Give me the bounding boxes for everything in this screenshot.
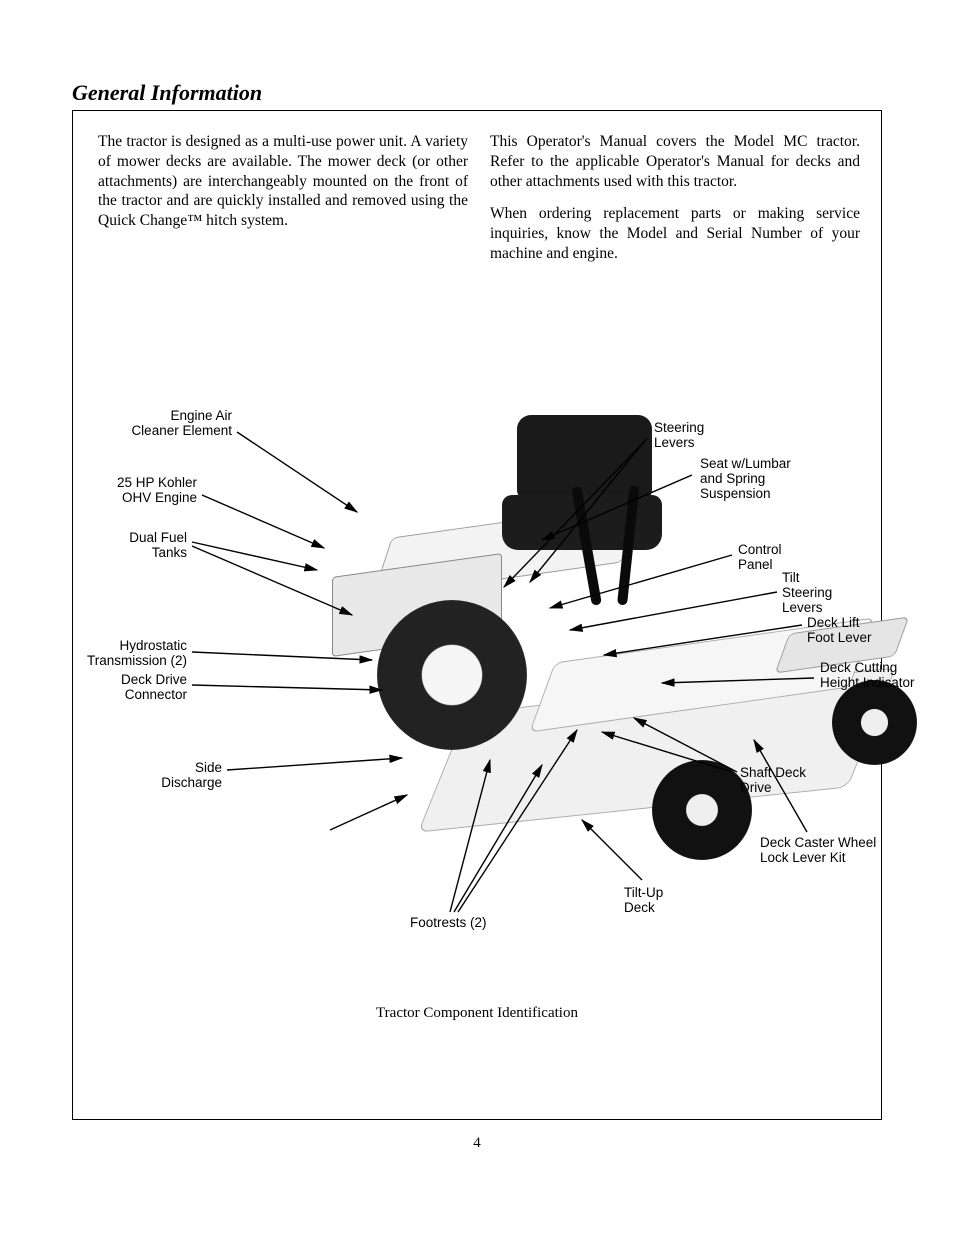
callout-deck-lift: Deck LiftFoot Lever (807, 615, 872, 645)
callout-deck-height: Deck CuttingHeight Indicator (820, 660, 915, 690)
column-right: This Operator's Manual covers the Model … (490, 132, 860, 264)
callout-engine-air: Engine AirCleaner Element (92, 408, 232, 438)
section-title: General Information (72, 80, 262, 106)
callout-tilt-up: Tilt-UpDeck (624, 885, 663, 915)
callout-deck-drive: Deck DriveConnector (87, 672, 187, 702)
column-left: The tractor is designed as a multi-use p… (98, 132, 468, 231)
callout-footrests: Footrests (2) (410, 915, 487, 930)
callout-discharge: SideDischarge (137, 760, 222, 790)
callout-engine: 25 HP KohlerOHV Engine (77, 475, 197, 505)
callout-seat: Seat w/Lumbarand SpringSuspension (700, 456, 791, 501)
figure-caption: Tractor Component Identification (72, 1005, 882, 1022)
callout-tilt-steer: TiltSteeringLevers (782, 570, 832, 615)
callout-shaft-drive: Shaft DeckDrive (740, 765, 806, 795)
page-number: 4 (0, 1135, 954, 1152)
callout-steering: SteeringLevers (654, 420, 704, 450)
figure-area: Engine AirCleaner Element 25 HP KohlerOH… (72, 360, 882, 1040)
callout-caster-lock: Deck Caster WheelLock Lever Kit (760, 835, 876, 865)
right-paragraph-2: When ordering replacement parts or makin… (490, 204, 860, 263)
callout-fuel-tanks: Dual FuelTanks (102, 530, 187, 560)
left-paragraph-1: The tractor is designed as a multi-use p… (98, 132, 468, 231)
right-paragraph-1: This Operator's Manual covers the Model … (490, 132, 860, 191)
callout-control-panel: ControlPanel (738, 542, 782, 572)
callout-hydro: HydrostaticTransmission (2) (67, 638, 187, 668)
